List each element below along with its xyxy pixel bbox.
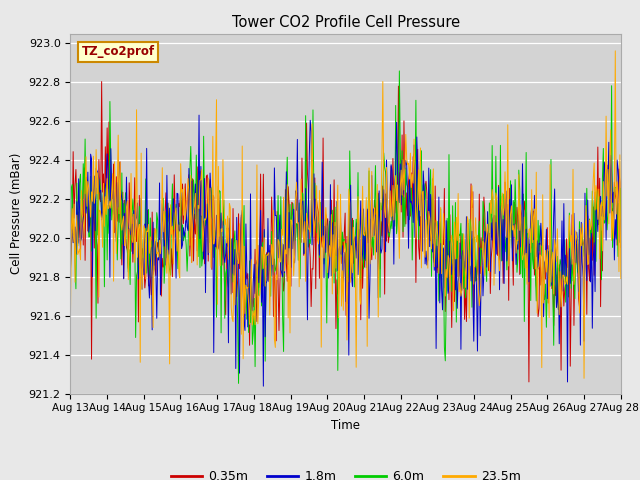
Text: TZ_co2prof: TZ_co2prof <box>81 45 154 58</box>
X-axis label: Time: Time <box>331 419 360 432</box>
Y-axis label: Cell Pressure (mBar): Cell Pressure (mBar) <box>10 153 23 274</box>
Legend: 0.35m, 1.8m, 6.0m, 23.5m: 0.35m, 1.8m, 6.0m, 23.5m <box>166 465 525 480</box>
Title: Tower CO2 Profile Cell Pressure: Tower CO2 Profile Cell Pressure <box>232 15 460 30</box>
